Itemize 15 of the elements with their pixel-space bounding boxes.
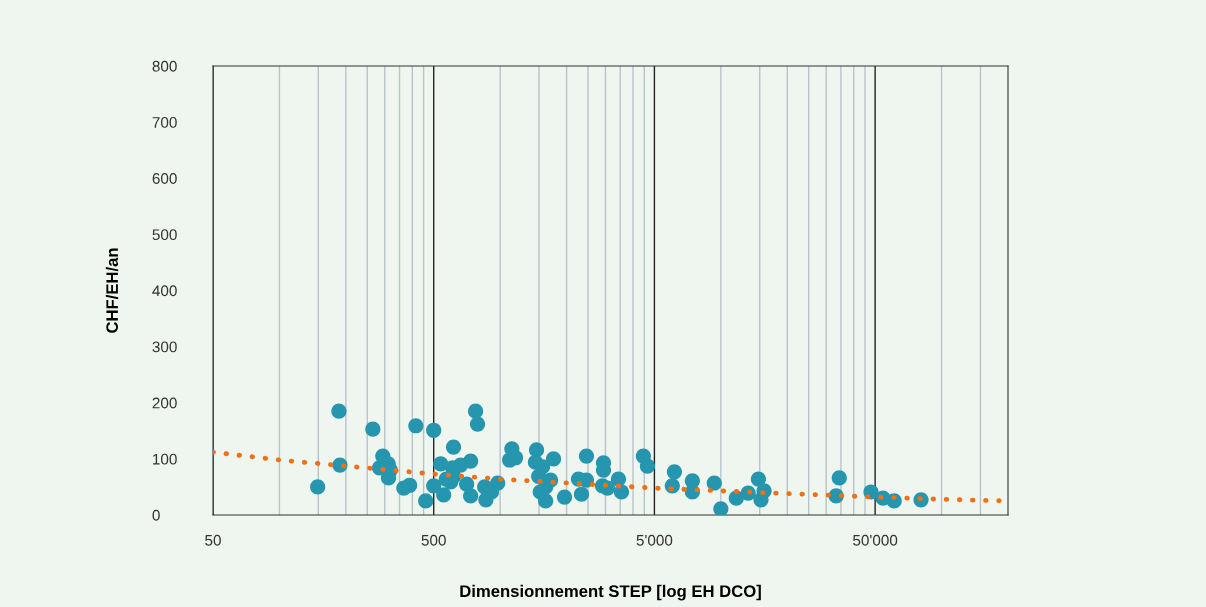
y-tick-label: 500 — [152, 229, 177, 241]
y-tick-label: 0 — [152, 509, 160, 521]
y-tick-label: 200 — [152, 397, 177, 409]
y-tick-label: 100 — [153, 453, 177, 465]
y-tick-label: 700 — [152, 116, 177, 128]
x-axis-title: Dimensionnement STEP [log EH DCO] — [460, 584, 761, 601]
x-tick-label: 500 — [421, 534, 446, 546]
y-axis-title: CHF/EH/an — [105, 248, 119, 333]
y-tick-label: 800 — [152, 60, 177, 72]
x-tick-label: 50 — [205, 534, 221, 546]
x-tick-label: 50'000 — [853, 534, 898, 546]
y-tick-label: 600 — [152, 173, 177, 184]
y-tick-label: 400 — [152, 285, 177, 297]
x-tick-label: 5'000 — [636, 534, 673, 546]
y-tick-label: 300 — [152, 341, 177, 353]
